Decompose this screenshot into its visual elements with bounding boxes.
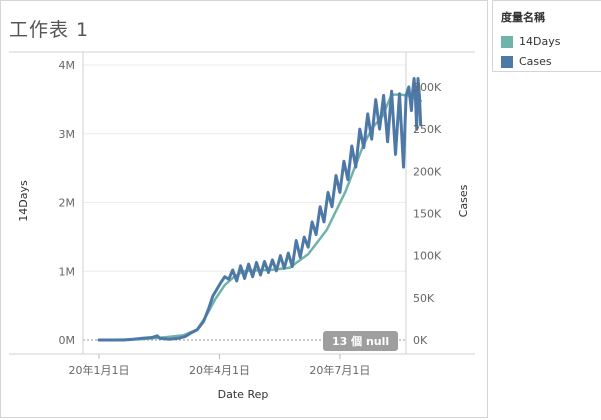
legend-swatch-cases — [501, 55, 513, 68]
y-right-tick-label: 200K — [413, 165, 442, 178]
y-right-tick-label: 300K — [413, 81, 442, 94]
y-right-tick-label: 100K — [413, 250, 442, 263]
legend-panel: 度量名稱 14Days Cases — [492, 0, 601, 72]
line-chart[interactable]: 0M 1M 2M 3M 4M 0K 50K 100K 150K 200K 250K 300K 20年1月… — [1, 1, 487, 417]
null-count-badge[interactable]: 13 個 null — [323, 331, 399, 351]
x-tick-label: 20年1月1日 — [69, 363, 130, 377]
worksheet-panel: 工作表 1 0M 1M 2M 3M 4M 0K 50K 100K 150K 200K 250K 300… — [0, 0, 488, 418]
legend-label-cases: Cases — [519, 55, 552, 68]
x-axis-title: Date Rep — [218, 388, 269, 401]
y-right-tick-label: 150K — [413, 207, 442, 220]
y-left-axis-title: 14Days — [17, 180, 30, 222]
legend-label-14days: 14Days — [519, 35, 561, 48]
y-left-tick-label: 0M — [59, 334, 76, 347]
y-right-tick-label: 0K — [413, 334, 428, 347]
chart-grid — [83, 64, 406, 341]
x-tick-label: 20年4月1日 — [189, 363, 250, 377]
y-left-tick-label: 3M — [59, 128, 76, 141]
chart-labels: 0M 1M 2M 3M 4M 0K 50K 100K 150K 200K 250K 300K 20年1月… — [59, 59, 442, 377]
y-left-tick-label: 4M — [59, 59, 76, 72]
x-tick-label: 20年7月1日 — [309, 363, 370, 377]
y-left-tick-label: 2M — [59, 197, 76, 210]
chart-series — [97, 77, 423, 342]
legend-title: 度量名稱 — [501, 11, 545, 24]
legend-swatch-14days — [501, 35, 513, 48]
legend-item-14days[interactable]: 14Days — [501, 35, 560, 48]
series-line-cases[interactable] — [97, 77, 423, 342]
y-left-tick-label: 1M — [59, 265, 76, 278]
y-right-tick-label: 250K — [413, 123, 442, 136]
worksheet-title: 工作表 1 — [9, 19, 90, 41]
y-right-tick-label: 50K — [413, 292, 435, 305]
legend-item-cases[interactable]: Cases — [501, 55, 552, 68]
y-right-axis-title: Cases — [457, 184, 470, 217]
